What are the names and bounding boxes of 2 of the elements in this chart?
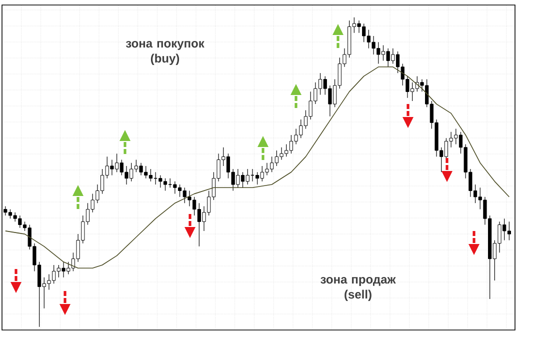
- annotation: зона покупок (buy): [126, 41, 204, 65]
- annotation: зона продаж (sell): [320, 277, 396, 301]
